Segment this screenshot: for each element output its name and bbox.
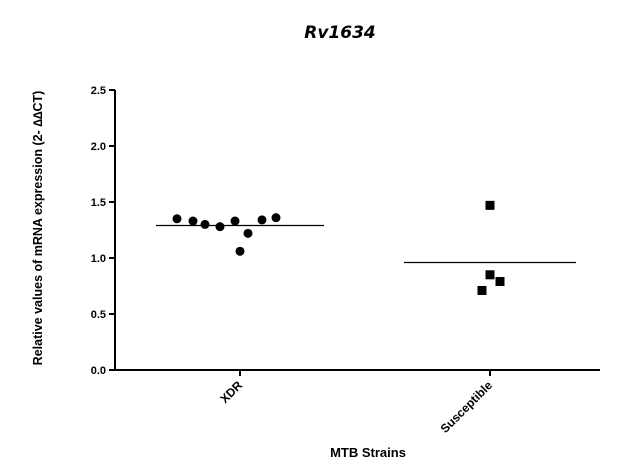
- data-point: [172, 214, 182, 224]
- y-tick-label: 1.0: [91, 253, 106, 265]
- x-ticks: XDR Susceptible: [217, 370, 495, 436]
- chart-title: Rv1634: [304, 23, 376, 43]
- mean-lines: [156, 224, 576, 264]
- axes: [114, 90, 600, 371]
- y-tick-label: 0.0: [91, 365, 106, 377]
- data-point: [243, 228, 253, 238]
- data-point: [477, 285, 487, 295]
- y-tick-label: 2.5: [91, 85, 106, 97]
- data-point: [485, 270, 495, 280]
- y-axis-label: Relative values of mRNA expression (2- ∆…: [31, 91, 45, 366]
- data-points: [172, 200, 505, 295]
- y-tick-label: 0.5: [91, 309, 106, 321]
- data-point: [271, 213, 281, 223]
- data-point: [485, 200, 495, 210]
- data-point: [188, 216, 198, 226]
- data-point: [235, 246, 245, 256]
- data-point: [257, 215, 267, 225]
- data-point: [200, 219, 210, 229]
- x-tick-label: XDR: [217, 378, 245, 406]
- data-point: [215, 222, 225, 232]
- y-ticks: 0.0 0.5 1.0 1.5 2.0 2.5: [91, 85, 115, 377]
- data-point: [495, 277, 505, 287]
- x-axis-label: MTB Strains: [330, 445, 406, 460]
- data-point: [230, 216, 240, 226]
- x-tick-label: Susceptible: [438, 378, 496, 436]
- y-tick-label: 2.0: [91, 141, 106, 153]
- y-tick-label: 1.5: [91, 197, 106, 209]
